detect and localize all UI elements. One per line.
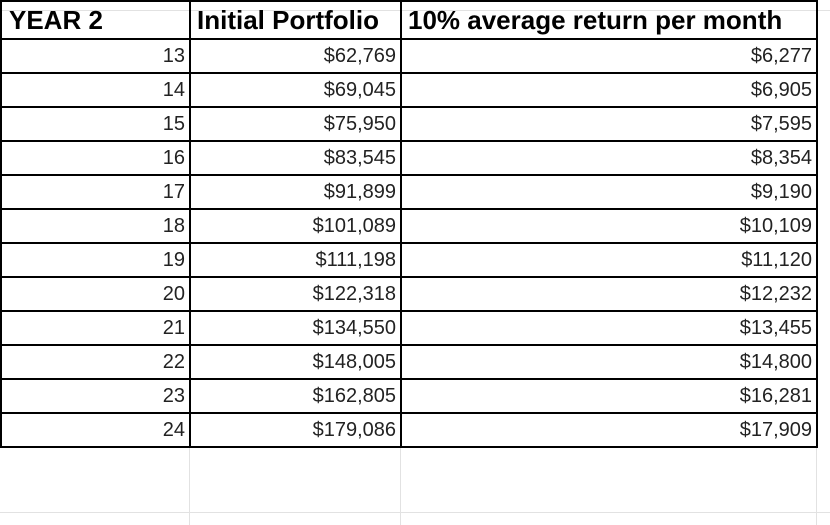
return-cell[interactable]: $6,277 — [400, 38, 818, 74]
header-initial-portfolio[interactable]: Initial Portfolio — [189, 0, 402, 40]
table-row: 14 $69,045 $6,905 — [0, 72, 818, 108]
header-average-return[interactable]: 10% average return per month — [400, 0, 818, 40]
month-cell[interactable]: 21 — [0, 310, 191, 346]
month-cell[interactable]: 23 — [0, 378, 191, 414]
portfolio-cell[interactable]: $91,899 — [189, 174, 402, 210]
return-cell[interactable]: $7,595 — [400, 106, 818, 142]
table-row: 18 $101,089 $10,109 — [0, 208, 818, 244]
month-cell[interactable]: 17 — [0, 174, 191, 210]
portfolio-cell[interactable]: $101,089 — [189, 208, 402, 244]
month-cell[interactable]: 19 — [0, 242, 191, 278]
table-row: 15 $75,950 $7,595 — [0, 106, 818, 142]
portfolio-cell[interactable]: $134,550 — [189, 310, 402, 346]
return-cell[interactable]: $12,232 — [400, 276, 818, 312]
table-row: 13 $62,769 $6,277 — [0, 38, 818, 74]
return-cell[interactable]: $17,909 — [400, 412, 818, 448]
return-cell[interactable]: $11,120 — [400, 242, 818, 278]
return-cell[interactable]: $10,109 — [400, 208, 818, 244]
table-row: 17 $91,899 $9,190 — [0, 174, 818, 210]
month-cell[interactable]: 15 — [0, 106, 191, 142]
portfolio-cell[interactable]: $179,086 — [189, 412, 402, 448]
month-cell[interactable]: 13 — [0, 38, 191, 74]
portfolio-cell[interactable]: $69,045 — [189, 72, 402, 108]
table-body: 13 $62,769 $6,277 14 $69,045 $6,905 15 $75,950 $… — [0, 38, 818, 448]
portfolio-cell[interactable]: $62,769 — [189, 38, 402, 74]
month-cell[interactable]: 22 — [0, 344, 191, 380]
month-cell[interactable]: 18 — [0, 208, 191, 244]
portfolio-cell[interactable]: $122,318 — [189, 276, 402, 312]
table-row: 24 $179,086 $17,909 — [0, 412, 818, 448]
portfolio-cell[interactable]: $111,198 — [189, 242, 402, 278]
portfolio-cell[interactable]: $75,950 — [189, 106, 402, 142]
return-cell[interactable]: $14,800 — [400, 344, 818, 380]
table-row: 23 $162,805 $16,281 — [0, 378, 818, 414]
month-cell[interactable]: 24 — [0, 412, 191, 448]
month-cell[interactable]: 16 — [0, 140, 191, 176]
table-row: 20 $122,318 $12,232 — [0, 276, 818, 312]
month-cell[interactable]: 14 — [0, 72, 191, 108]
table-row: 16 $83,545 $8,354 — [0, 140, 818, 176]
return-cell[interactable]: $13,455 — [400, 310, 818, 346]
return-cell[interactable]: $8,354 — [400, 140, 818, 176]
return-cell[interactable]: $9,190 — [400, 174, 818, 210]
portfolio-cell[interactable]: $162,805 — [189, 378, 402, 414]
return-cell[interactable]: $6,905 — [400, 72, 818, 108]
portfolio-cell[interactable]: $148,005 — [189, 344, 402, 380]
return-cell[interactable]: $16,281 — [400, 378, 818, 414]
table-row: 19 $111,198 $11,120 — [0, 242, 818, 278]
portfolio-cell[interactable]: $83,545 — [189, 140, 402, 176]
table-row: 22 $148,005 $14,800 — [0, 344, 818, 380]
portfolio-table: YEAR 2 Initial Portfolio 10% average ret… — [0, 0, 818, 448]
header-year[interactable]: YEAR 2 — [0, 0, 191, 40]
table-row: 21 $134,550 $13,455 — [0, 310, 818, 346]
month-cell[interactable]: 20 — [0, 276, 191, 312]
header-row: YEAR 2 Initial Portfolio 10% average ret… — [0, 0, 818, 40]
